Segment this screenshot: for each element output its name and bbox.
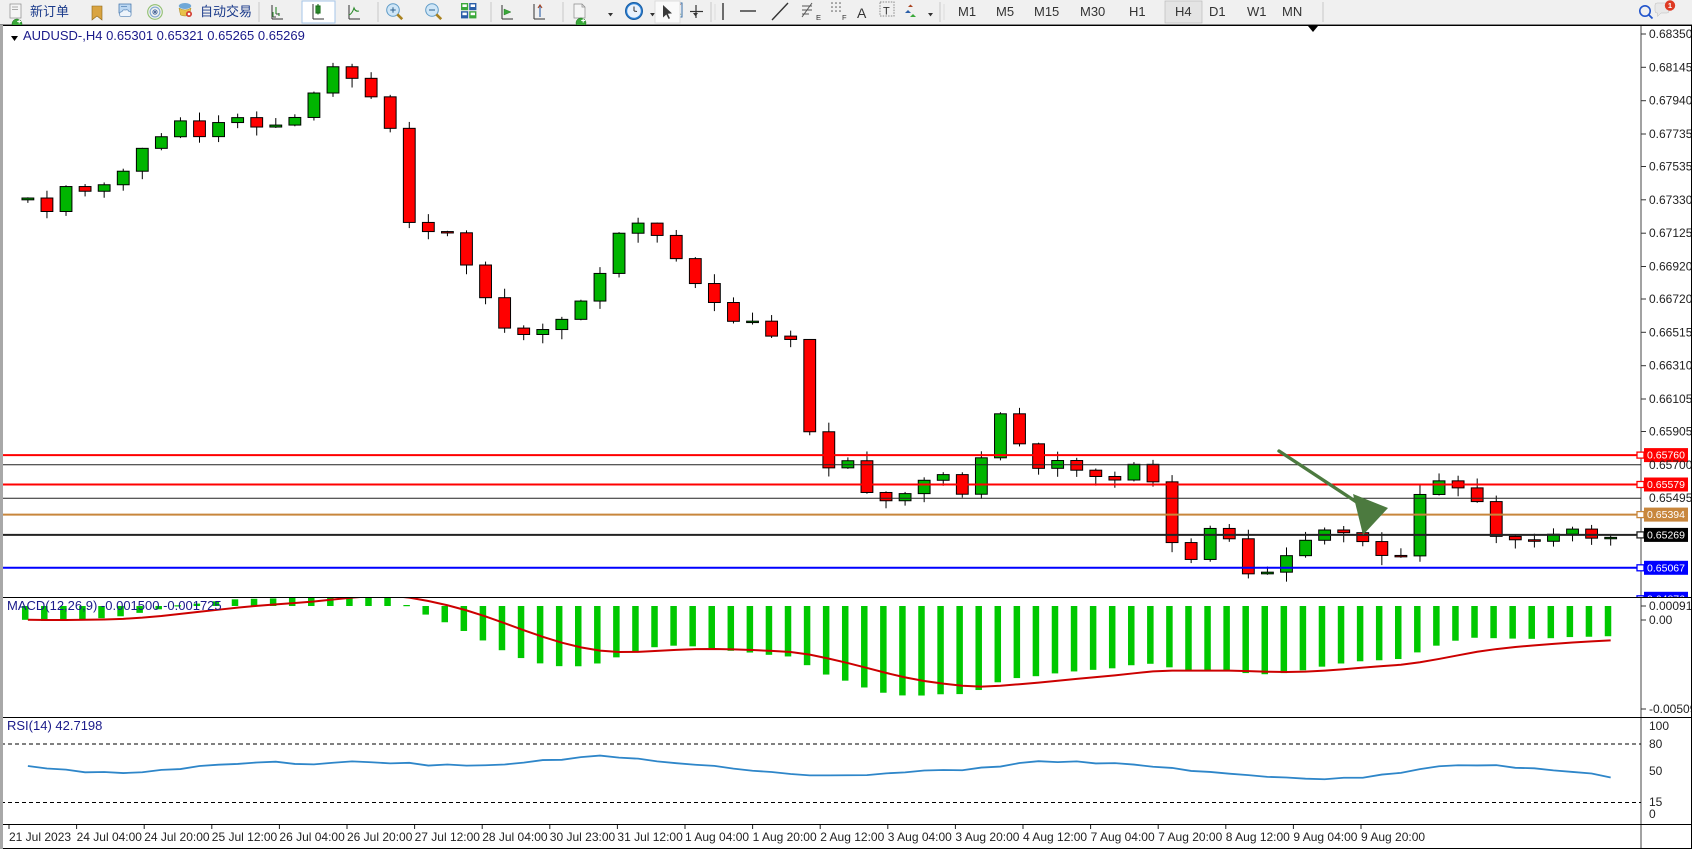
svg-text:30 Jul 23:00: 30 Jul 23:00 xyxy=(550,830,616,844)
svg-text:100: 100 xyxy=(1649,719,1669,733)
svg-text:0.65394: 0.65394 xyxy=(1647,509,1685,521)
svg-text:25 Jul 12:00: 25 Jul 12:00 xyxy=(212,830,278,844)
svg-text:-0.005093: -0.005093 xyxy=(1649,702,1692,716)
svg-text:M30: M30 xyxy=(1080,4,1105,19)
svg-text:M15: M15 xyxy=(1034,4,1059,19)
svg-text:1 Aug 04:00: 1 Aug 04:00 xyxy=(685,830,749,844)
svg-text:自动交易: 自动交易 xyxy=(200,4,252,19)
svg-text:7 Aug 04:00: 7 Aug 04:00 xyxy=(1091,830,1155,844)
svg-text:0: 0 xyxy=(1649,807,1656,821)
svg-text:0.67330: 0.67330 xyxy=(1649,193,1692,207)
svg-text:W1: W1 xyxy=(1247,4,1267,19)
svg-text:A: A xyxy=(857,5,867,21)
svg-text:0.68350: 0.68350 xyxy=(1649,27,1692,41)
svg-text:0.00: 0.00 xyxy=(1649,613,1673,627)
svg-text:H1: H1 xyxy=(1129,4,1146,19)
svg-text:0.67940: 0.67940 xyxy=(1649,94,1692,108)
svg-text:50: 50 xyxy=(1649,764,1663,778)
svg-text:T: T xyxy=(883,6,890,18)
svg-text:4 Aug 12:00: 4 Aug 12:00 xyxy=(1023,830,1087,844)
svg-text:0.67125: 0.67125 xyxy=(1649,226,1692,240)
svg-text:1 Aug 20:00: 1 Aug 20:00 xyxy=(753,830,817,844)
svg-text:M1: M1 xyxy=(958,4,976,19)
svg-text:28 Jul 04:00: 28 Jul 04:00 xyxy=(482,830,548,844)
svg-text:24 Jul 20:00: 24 Jul 20:00 xyxy=(144,830,210,844)
svg-text:MACD(12,26,9) -0.001500 -0.001: MACD(12,26,9) -0.001500 -0.001725 xyxy=(7,598,222,613)
svg-text:新订单: 新订单 xyxy=(30,4,69,19)
svg-text:24 Jul 04:00: 24 Jul 04:00 xyxy=(77,830,143,844)
svg-text:80: 80 xyxy=(1649,737,1663,751)
svg-text:0.65067: 0.65067 xyxy=(1647,562,1685,574)
svg-text:D1: D1 xyxy=(1209,4,1226,19)
svg-text:M5: M5 xyxy=(996,4,1014,19)
svg-text:0.66720: 0.66720 xyxy=(1649,292,1692,306)
svg-text:0.65495: 0.65495 xyxy=(1649,491,1692,505)
svg-text:F: F xyxy=(842,13,847,22)
svg-text:26 Jul 20:00: 26 Jul 20:00 xyxy=(347,830,413,844)
svg-text:0.000913: 0.000913 xyxy=(1649,599,1692,613)
svg-text:0.65905: 0.65905 xyxy=(1649,425,1692,439)
svg-text:0.65269: 0.65269 xyxy=(1647,529,1685,541)
svg-text:21 Jul 2023: 21 Jul 2023 xyxy=(9,830,71,844)
svg-text:9 Aug 20:00: 9 Aug 20:00 xyxy=(1361,830,1425,844)
svg-text:3 Aug 20:00: 3 Aug 20:00 xyxy=(955,830,1019,844)
svg-text:0.66310: 0.66310 xyxy=(1649,359,1692,373)
svg-text:26 Jul 04:00: 26 Jul 04:00 xyxy=(279,830,345,844)
svg-text:0.66920: 0.66920 xyxy=(1649,260,1692,274)
svg-text:0.68145: 0.68145 xyxy=(1649,60,1692,74)
svg-text:0.67535: 0.67535 xyxy=(1649,160,1692,174)
svg-text:1: 1 xyxy=(1668,1,1672,10)
svg-text:27 Jul 12:00: 27 Jul 12:00 xyxy=(415,830,481,844)
svg-text:0.66105: 0.66105 xyxy=(1649,392,1692,406)
svg-text:0.65700: 0.65700 xyxy=(1649,458,1692,472)
svg-text:7 Aug 20:00: 7 Aug 20:00 xyxy=(1158,830,1222,844)
svg-text:31 Jul 12:00: 31 Jul 12:00 xyxy=(617,830,683,844)
svg-text:8 Aug 12:00: 8 Aug 12:00 xyxy=(1226,830,1290,844)
svg-text:RSI(14) 42.7198: RSI(14) 42.7198 xyxy=(7,718,102,733)
svg-text:9 Aug 04:00: 9 Aug 04:00 xyxy=(1293,830,1357,844)
svg-text:H4: H4 xyxy=(1175,4,1192,19)
svg-text:2 Aug 12:00: 2 Aug 12:00 xyxy=(820,830,884,844)
svg-text:0.67735: 0.67735 xyxy=(1649,127,1692,141)
svg-text:MN: MN xyxy=(1282,4,1302,19)
svg-text:3 Aug 04:00: 3 Aug 04:00 xyxy=(888,830,952,844)
svg-text:0.65579: 0.65579 xyxy=(1647,479,1685,491)
svg-text:AUDUSD-,H4 0.65301 0.65321 0.: AUDUSD-,H4 0.65301 0.65321 0.65265 0.652… xyxy=(23,28,305,43)
svg-text:E: E xyxy=(816,13,821,22)
svg-text:0.66515: 0.66515 xyxy=(1649,325,1692,339)
